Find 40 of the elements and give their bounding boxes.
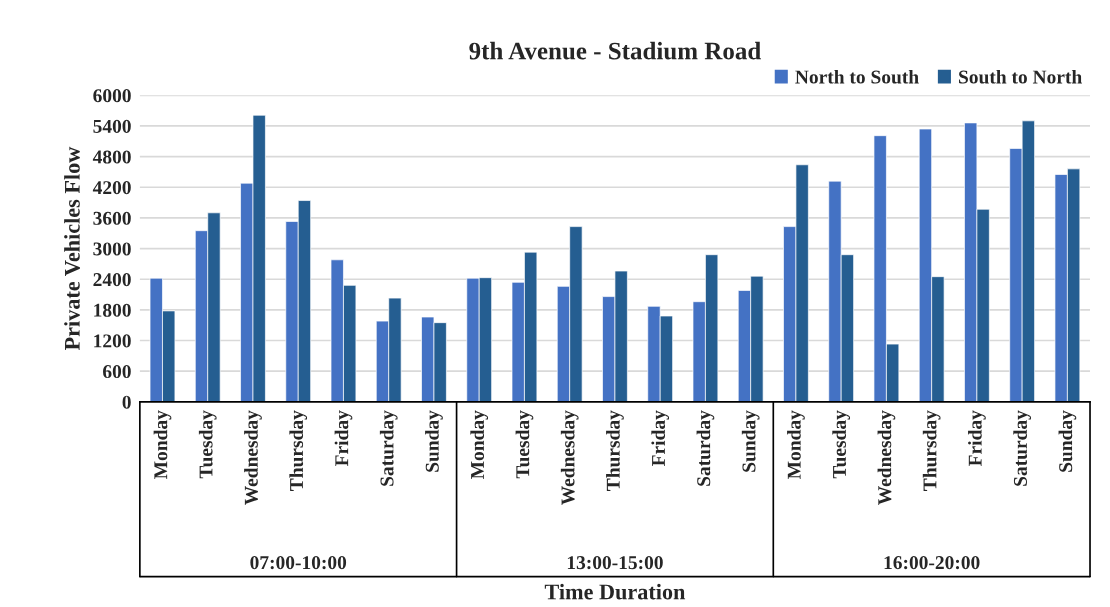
x-tick-label: Friday	[334, 410, 353, 466]
x-tick-label: Friday	[651, 410, 670, 466]
y-tick-label: 1800	[94, 303, 131, 317]
x-tick-label: Saturday	[379, 410, 398, 486]
x-tick-label: Sunday	[1058, 410, 1077, 472]
y-tick-label: 600	[103, 365, 131, 379]
y-tick-label: 2400	[93, 273, 131, 287]
x-tick-label: Monday	[787, 410, 805, 479]
y-tick-label: 0	[122, 395, 131, 409]
chart-title: 9th Avenue - Stadium Road	[469, 41, 761, 60]
x-tick-label: Monday	[153, 410, 172, 479]
x-axis-title: Time Duration	[544, 583, 686, 600]
y-tick-label: 3000	[93, 242, 131, 256]
x-tick-label: Saturday	[1013, 410, 1031, 486]
x-tick-label: Monday	[470, 410, 489, 479]
y-axis-title: Private Vehicles Flow	[64, 146, 80, 351]
text: 16:00-20:00	[884, 556, 980, 570]
y-tick-label: 4200	[92, 181, 131, 195]
x-tick-label: Tuesday	[198, 410, 217, 479]
x-tick-label: Wednesday	[244, 410, 262, 505]
legend-label: North to South	[795, 69, 919, 84]
text: 07:00-10:00	[250, 556, 347, 570]
x-tick-label: Thursday	[606, 410, 624, 491]
x-tick-label: Sunday	[425, 410, 443, 472]
x-tick-label: Wednesday	[877, 410, 896, 505]
x-tick-label: Wednesday	[560, 410, 579, 505]
x-tick-label: Thursday	[922, 410, 941, 491]
x-tick-label: Thursday	[289, 410, 308, 491]
y-tick-label: 6000	[93, 89, 131, 103]
x-tick-label: Tuesday	[832, 410, 851, 479]
y-tick-label: 3600	[93, 211, 131, 225]
x-tick-label: Friday	[968, 410, 986, 466]
y-tick-label: 5400	[93, 119, 131, 133]
x-tick-label: Tuesday	[515, 410, 534, 479]
x-tick-label: Sunday	[741, 410, 760, 472]
y-tick-label: 1200	[94, 334, 131, 348]
legend-label: South to North	[959, 69, 1082, 84]
y-tick-label: 4800	[92, 150, 131, 164]
text: 13:00-15:00	[567, 556, 663, 570]
x-tick-label: Saturday	[696, 410, 715, 486]
